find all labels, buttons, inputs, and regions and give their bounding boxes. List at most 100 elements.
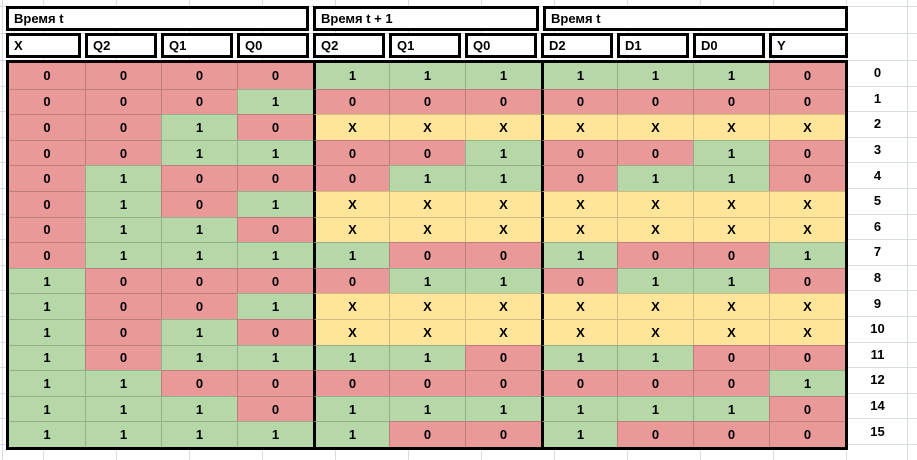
- row-number[interactable]: 11: [870, 346, 885, 362]
- table-cell[interactable]: 0: [617, 242, 693, 268]
- table-cell[interactable]: 0: [769, 421, 845, 447]
- row-number[interactable]: 7: [873, 244, 882, 260]
- row-number[interactable]: 14: [870, 398, 885, 414]
- table-cell[interactable]: 0: [769, 344, 845, 371]
- table-cell[interactable]: 1: [313, 242, 389, 268]
- table-cell[interactable]: 1: [161, 216, 237, 243]
- table-cell[interactable]: 1: [161, 421, 237, 447]
- table-cell[interactable]: 0: [85, 114, 161, 140]
- table-cell[interactable]: 0: [313, 88, 389, 115]
- row-number[interactable]: 5: [873, 193, 882, 209]
- table-cell[interactable]: 1: [693, 165, 769, 191]
- table-cell[interactable]: 1: [9, 344, 85, 371]
- table-cell[interactable]: 1: [161, 344, 237, 371]
- table-cell[interactable]: 0: [9, 114, 85, 140]
- table-cell[interactable]: X: [541, 114, 617, 140]
- table-cell[interactable]: X: [389, 319, 465, 345]
- table-cell[interactable]: 0: [769, 63, 845, 89]
- table-cell[interactable]: 1: [693, 63, 769, 89]
- table-cell[interactable]: 1: [9, 267, 85, 294]
- table-cell[interactable]: 0: [237, 63, 313, 89]
- table-cell[interactable]: X: [541, 319, 617, 345]
- column-header-q0-3[interactable]: Q0: [237, 33, 309, 58]
- table-cell[interactable]: 1: [769, 370, 845, 396]
- table-cell[interactable]: 0: [465, 344, 541, 371]
- column-header-x-0[interactable]: X: [6, 33, 81, 58]
- table-cell[interactable]: 0: [541, 139, 617, 166]
- group-header-cell[interactable]: Время t + 1: [313, 6, 539, 31]
- group-header-cell[interactable]: Время t: [543, 6, 848, 31]
- table-cell[interactable]: X: [389, 191, 465, 217]
- table-cell[interactable]: 0: [85, 293, 161, 319]
- table-cell[interactable]: 0: [237, 370, 313, 396]
- row-number[interactable]: 15: [870, 423, 885, 439]
- table-cell[interactable]: X: [617, 319, 693, 345]
- table-cell[interactable]: 1: [617, 344, 693, 371]
- table-cell[interactable]: 1: [389, 165, 465, 191]
- column-header-q1-2[interactable]: Q1: [161, 33, 233, 58]
- table-cell[interactable]: 1: [85, 395, 161, 422]
- table-cell[interactable]: 1: [237, 139, 313, 166]
- table-cell[interactable]: 1: [389, 344, 465, 371]
- table-cell[interactable]: 0: [617, 88, 693, 115]
- table-cell[interactable]: 1: [693, 395, 769, 422]
- table-cell[interactable]: 1: [617, 63, 693, 89]
- table-cell[interactable]: 1: [237, 421, 313, 447]
- table-cell[interactable]: 1: [9, 395, 85, 422]
- table-cell[interactable]: 1: [465, 165, 541, 191]
- table-cell[interactable]: 0: [161, 191, 237, 217]
- table-cell[interactable]: X: [693, 114, 769, 140]
- table-cell[interactable]: 1: [313, 395, 389, 422]
- table-cell[interactable]: 0: [769, 267, 845, 294]
- table-cell[interactable]: 0: [693, 242, 769, 268]
- table-cell[interactable]: 1: [237, 191, 313, 217]
- table-cell[interactable]: 0: [161, 88, 237, 115]
- table-cell[interactable]: 1: [313, 421, 389, 447]
- table-cell[interactable]: X: [769, 216, 845, 243]
- table-cell[interactable]: 1: [161, 395, 237, 422]
- table-cell[interactable]: X: [541, 293, 617, 319]
- table-cell[interactable]: 0: [237, 395, 313, 422]
- table-cell[interactable]: 0: [693, 344, 769, 371]
- table-cell[interactable]: 0: [389, 242, 465, 268]
- table-cell[interactable]: X: [693, 191, 769, 217]
- table-cell[interactable]: 0: [9, 191, 85, 217]
- table-cell[interactable]: X: [389, 114, 465, 140]
- table-cell[interactable]: 1: [237, 88, 313, 115]
- row-number[interactable]: 4: [873, 167, 882, 183]
- group-header-cell[interactable]: Время t: [6, 6, 309, 31]
- table-cell[interactable]: 1: [237, 293, 313, 319]
- table-cell[interactable]: 0: [769, 88, 845, 115]
- table-cell[interactable]: 1: [465, 63, 541, 89]
- table-cell[interactable]: 0: [693, 370, 769, 396]
- table-cell[interactable]: 0: [389, 139, 465, 166]
- table-cell[interactable]: 0: [465, 370, 541, 396]
- table-cell[interactable]: 1: [389, 395, 465, 422]
- table-cell[interactable]: 0: [85, 139, 161, 166]
- table-cell[interactable]: X: [465, 191, 541, 217]
- table-cell[interactable]: 0: [541, 370, 617, 396]
- table-cell[interactable]: 0: [769, 395, 845, 422]
- table-cell[interactable]: 0: [9, 139, 85, 166]
- table-cell[interactable]: 1: [85, 165, 161, 191]
- table-cell[interactable]: 1: [85, 242, 161, 268]
- table-cell[interactable]: 1: [541, 63, 617, 89]
- table-cell[interactable]: 1: [617, 267, 693, 294]
- table-cell[interactable]: 0: [313, 267, 389, 294]
- table-cell[interactable]: X: [389, 216, 465, 243]
- table-cell[interactable]: X: [769, 293, 845, 319]
- table-cell[interactable]: X: [541, 191, 617, 217]
- table-cell[interactable]: 1: [85, 216, 161, 243]
- table-cell[interactable]: 1: [541, 395, 617, 422]
- column-header-y-10[interactable]: Y: [769, 33, 848, 58]
- table-cell[interactable]: 0: [237, 165, 313, 191]
- column-header-q2-4[interactable]: Q2: [313, 33, 385, 58]
- table-cell[interactable]: 0: [9, 88, 85, 115]
- row-number[interactable]: 0: [873, 65, 882, 81]
- row-number[interactable]: 1: [873, 90, 882, 106]
- table-cell[interactable]: X: [769, 319, 845, 345]
- table-cell[interactable]: X: [617, 293, 693, 319]
- table-cell[interactable]: X: [693, 293, 769, 319]
- table-cell[interactable]: X: [693, 216, 769, 243]
- table-cell[interactable]: 1: [9, 370, 85, 396]
